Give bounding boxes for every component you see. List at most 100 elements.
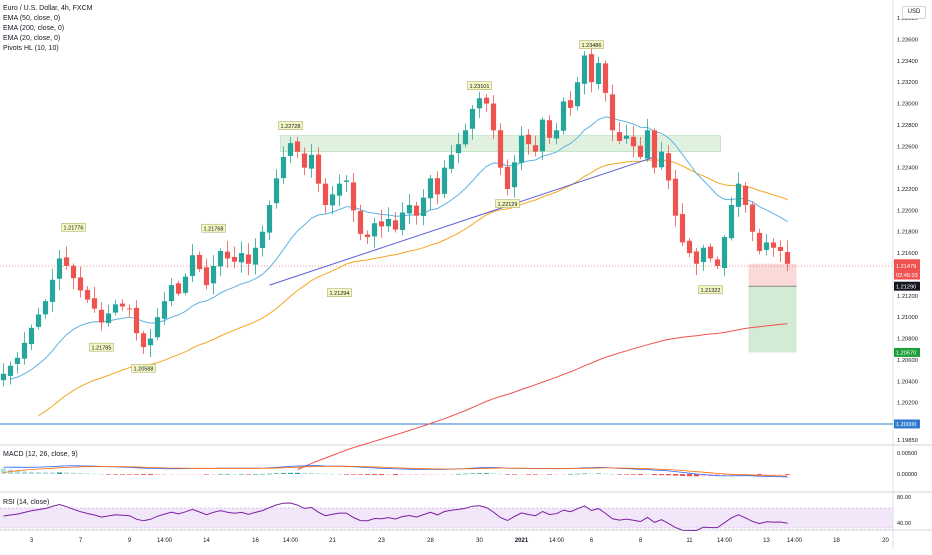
price-tick: 1.21000	[897, 315, 918, 321]
candle-body	[665, 153, 672, 181]
pivot-label-box	[89, 342, 114, 352]
indicator-ema50[interactable]: EMA (50, close, 0)	[3, 15, 61, 22]
time-tick: 21	[329, 538, 336, 544]
macd-bar	[477, 473, 482, 474]
candle-body	[644, 130, 651, 159]
candle-body	[672, 178, 679, 216]
candle-body	[735, 183, 742, 207]
rsi-label[interactable]: RSI (14, close)	[3, 499, 50, 506]
macd-bar	[701, 474, 706, 477]
pivot-label-low: 1.21785	[92, 345, 112, 351]
candle-body	[105, 313, 112, 324]
pivot-label-low: 1.20588	[134, 366, 154, 372]
ema20-line	[10, 116, 788, 380]
candle-body	[252, 247, 259, 265]
candle-body	[623, 135, 630, 139]
candle-body	[749, 204, 756, 232]
macd-bar	[750, 474, 755, 475]
macd-label[interactable]: MACD (12, 26, close, 9)	[3, 451, 78, 458]
macd-bar	[281, 473, 286, 474]
macd-bar	[505, 474, 510, 475]
macd-bar	[225, 473, 230, 475]
price-tick: 1.20800	[897, 337, 918, 343]
rsi-line	[3, 502, 788, 532]
candle-body	[371, 223, 378, 237]
macd-bar	[323, 473, 328, 475]
indicator-ema20[interactable]: EMA (20, close, 0)	[3, 35, 61, 42]
candle-body	[560, 101, 567, 131]
chart-legend: Euro / U.S. Dollar, 4h, FXCM EMA (50, cl…	[3, 4, 92, 54]
candle-body	[259, 231, 266, 249]
candle-body	[455, 144, 462, 154]
time-tick: 14:00	[157, 538, 173, 544]
macd-bar	[351, 474, 356, 475]
candle-body	[483, 97, 490, 104]
macd-bar	[512, 474, 517, 475]
candle-body	[0, 373, 7, 381]
candle-body	[546, 120, 553, 138]
candle-body	[504, 166, 511, 190]
candle-body	[21, 342, 28, 359]
macd-histogram	[1, 468, 790, 477]
macd-bar	[85, 473, 90, 474]
macd-bar	[379, 474, 384, 476]
macd-bar	[127, 474, 132, 475]
candle-body	[385, 218, 392, 227]
candle-body	[315, 154, 322, 184]
time-tick: 23	[378, 538, 385, 544]
candle-body	[392, 220, 399, 230]
candle-body	[350, 182, 357, 211]
candle-body	[56, 258, 63, 279]
macd-bar	[372, 474, 377, 475]
candle-body	[175, 283, 182, 294]
macd-bar	[36, 472, 41, 474]
macd-tick: 0.00500	[897, 451, 917, 457]
time-tick: 2021	[515, 538, 529, 544]
macd-bar	[666, 474, 671, 476]
candle-body	[469, 108, 476, 129]
macd-bar	[302, 472, 307, 474]
macd-bar	[645, 474, 650, 475]
candle-body	[126, 308, 133, 310]
macd-bar	[260, 473, 265, 475]
time-tick: 28	[427, 538, 434, 544]
macd-bar	[239, 473, 244, 475]
candle-body	[329, 194, 336, 206]
candle-body	[301, 153, 308, 168]
candle-body	[406, 205, 413, 214]
indicator-ema200[interactable]: EMA (200, close, 0)	[3, 25, 65, 32]
price-tick: 1.19850	[897, 438, 918, 444]
macd-bar	[561, 474, 566, 475]
macd-signal-line	[3, 465, 788, 477]
time-tick: 14:00	[717, 538, 733, 544]
macd-bar	[295, 472, 300, 474]
candle-body	[490, 103, 497, 131]
candle-body	[574, 82, 581, 107]
candle-body	[49, 279, 56, 302]
candle-body	[266, 205, 273, 233]
candle-body	[567, 100, 574, 108]
price-tick: 1.21200	[897, 294, 918, 300]
indicator-pivots[interactable]: Pivots HL (10, 10)	[3, 45, 59, 52]
candle-body	[238, 253, 245, 263]
time-tick: 14:00	[787, 538, 803, 544]
macd-bar	[134, 474, 139, 475]
symbol-title[interactable]: Euro / U.S. Dollar, 4h, FXCM	[3, 5, 93, 12]
macd-bar	[99, 473, 104, 475]
macd-bar	[106, 474, 111, 475]
candle-body	[273, 178, 280, 204]
candle-body	[133, 307, 140, 334]
take-profit-zone	[748, 286, 797, 353]
macd-bar	[785, 474, 790, 475]
currency-button[interactable]: USD	[902, 6, 926, 19]
macd-bar	[729, 474, 734, 476]
macd-bar	[1, 468, 6, 474]
time-tick: 11	[686, 538, 693, 544]
price-tick: 1.22400	[897, 166, 918, 172]
price-tick: 1.21600	[897, 251, 918, 257]
macd-bar	[218, 473, 223, 475]
candle-body	[119, 303, 126, 307]
macd-bar	[554, 474, 559, 475]
macd-bar	[393, 474, 398, 476]
